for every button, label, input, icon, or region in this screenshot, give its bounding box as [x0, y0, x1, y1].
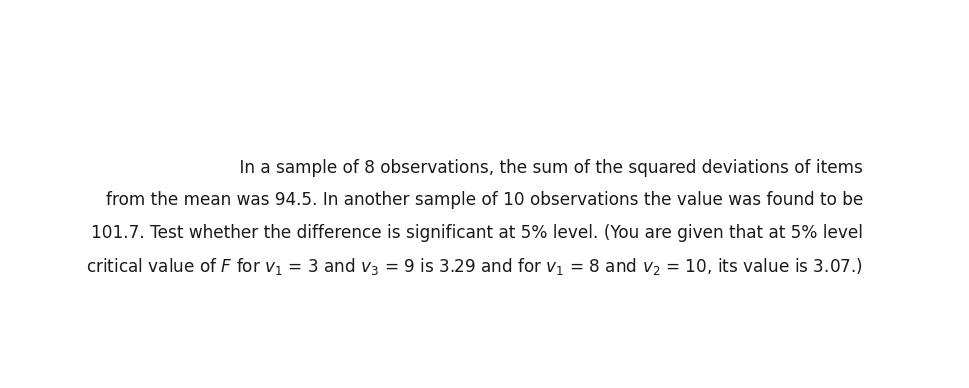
Text: 101.7. Test whether the difference is significant at 5% level. (You are given th: 101.7. Test whether the difference is si…	[91, 224, 863, 242]
Text: from the mean was 94.5. In another sample of 10 observations the value was found: from the mean was 94.5. In another sampl…	[106, 191, 863, 210]
Text: In a sample of 8 observations, the sum of the squared deviations of items: In a sample of 8 observations, the sum o…	[218, 159, 863, 177]
Text: critical value of $\mathit{F}$ for $\mathit{v}_1$ = 3 and $\mathit{v}_3$ = 9 is : critical value of $\mathit{F}$ for $\mat…	[86, 256, 863, 277]
